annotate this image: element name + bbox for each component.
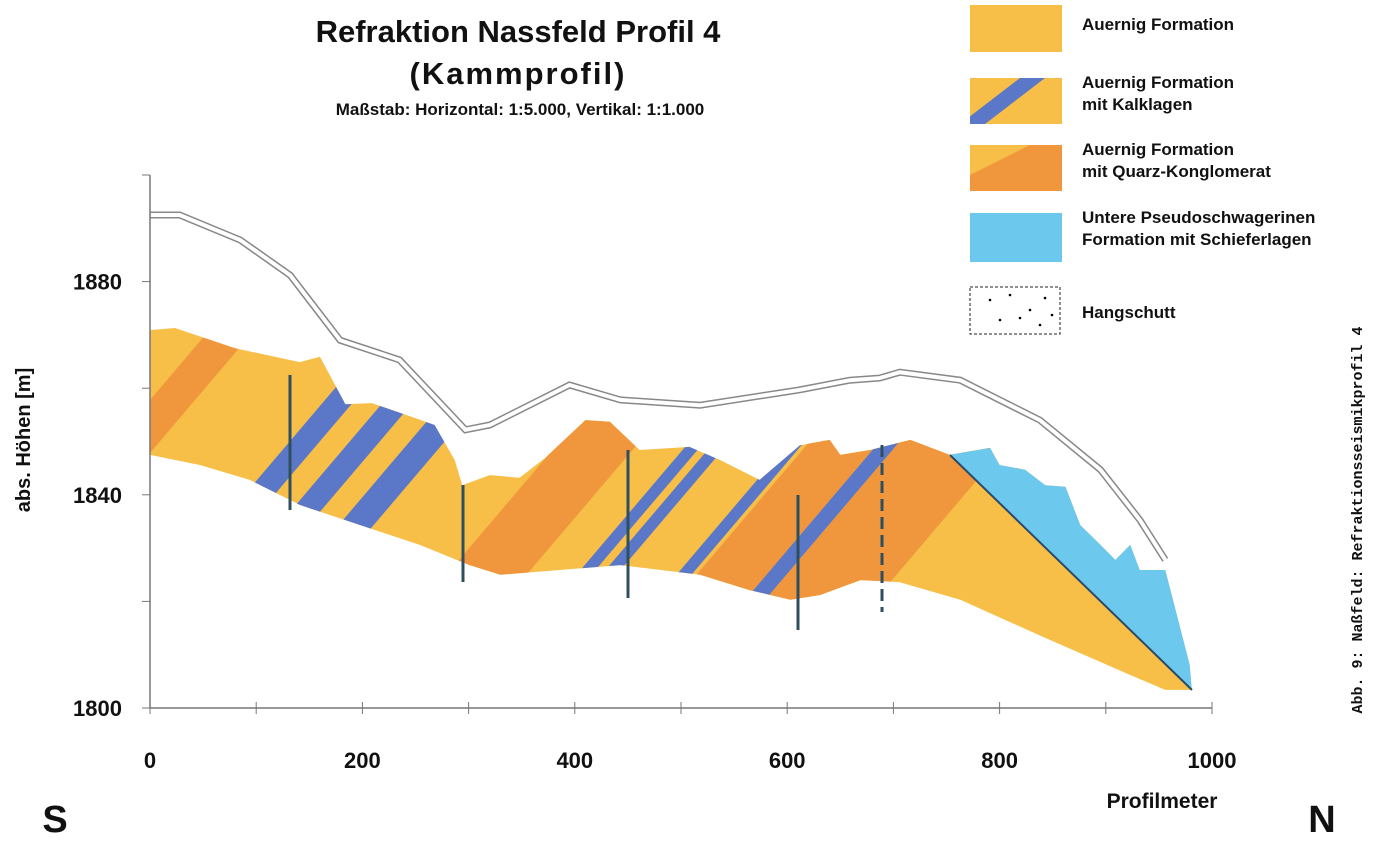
y-tick-label: 1880 — [73, 270, 122, 295]
x-tick-label: 1000 — [1188, 748, 1237, 773]
scale-note: Maßstab: Horizontal: 1:5.000, Vertikal: … — [336, 100, 704, 119]
legend-swatch — [970, 5, 1062, 52]
chart-subtitle: (Kammprofil) — [410, 56, 627, 91]
legend-swatch — [960, 78, 1062, 124]
x-tick-label: 200 — [344, 748, 381, 773]
north-label: N — [1308, 799, 1335, 841]
y-axis-label: abs. Höhen [m] — [13, 368, 35, 512]
x-axis-label: Profilmeter — [1107, 790, 1218, 813]
x-tick-label: 400 — [556, 748, 593, 773]
legend-label: Hangschutt — [1082, 303, 1176, 322]
chart: Refraktion Nassfeld Profil 4 (Kammprofil… — [0, 0, 1381, 842]
legend-swatch — [970, 287, 1060, 334]
y-tick-label: 1800 — [73, 696, 122, 721]
x-tick-label: 600 — [769, 748, 806, 773]
x-tick-label: 800 — [981, 748, 1018, 773]
legend-swatch — [970, 213, 1062, 262]
y-tick-label: 1840 — [73, 483, 122, 508]
legend-label: Auernig Formation — [1082, 15, 1234, 34]
chart-title: Refraktion Nassfeld Profil 4 — [316, 14, 722, 49]
x-tick-label: 0 — [144, 748, 156, 773]
south-label: S — [42, 799, 67, 841]
figure-caption: Abb. 9: Naßfeld: Refraktionsseismikprofi… — [1350, 326, 1367, 713]
legend-swatch — [970, 145, 1062, 191]
